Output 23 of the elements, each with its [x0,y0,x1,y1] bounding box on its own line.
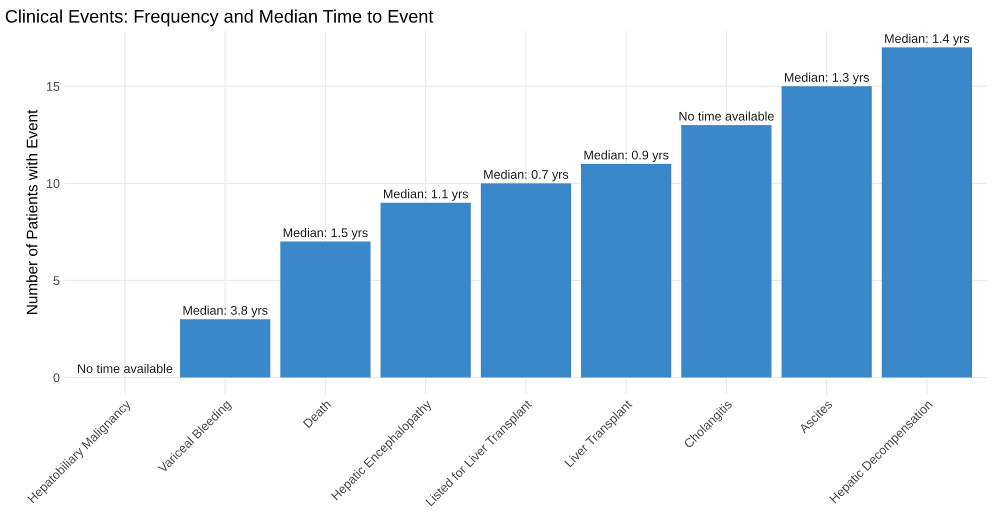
annotation: Median: 1.3 yrs [784,72,869,84]
y-tick-label: 15 [46,82,60,91]
annotation: No time available [679,111,774,121]
annotation: No time available [78,364,172,374]
bar [480,183,572,378]
annotation: Median: 1.1 yrs [384,189,468,201]
annotation: Median: 0.7 yrs [484,170,568,182]
annotation: Median: 1.5 yrs [284,228,368,240]
bar [380,202,471,378]
annotation: Median: 3.8 yrs [183,306,268,318]
annotation: Median: 0.9 yrs [584,150,668,162]
bar [180,319,270,378]
y-tick-label: 5 [53,276,60,286]
y-tick-label: 10 [46,179,60,188]
bar [681,125,772,378]
bar [581,164,672,378]
bar [882,47,972,378]
bar [280,242,371,378]
bar [782,86,872,378]
y-tick-label: 0 [53,373,60,382]
annotation: Median: 1.4 yrs [885,34,970,46]
chart-title: Clinical Events: Frequency and Median Time to Event [6,9,434,26]
y-axis-title: Number of Patients with Event [26,110,38,314]
